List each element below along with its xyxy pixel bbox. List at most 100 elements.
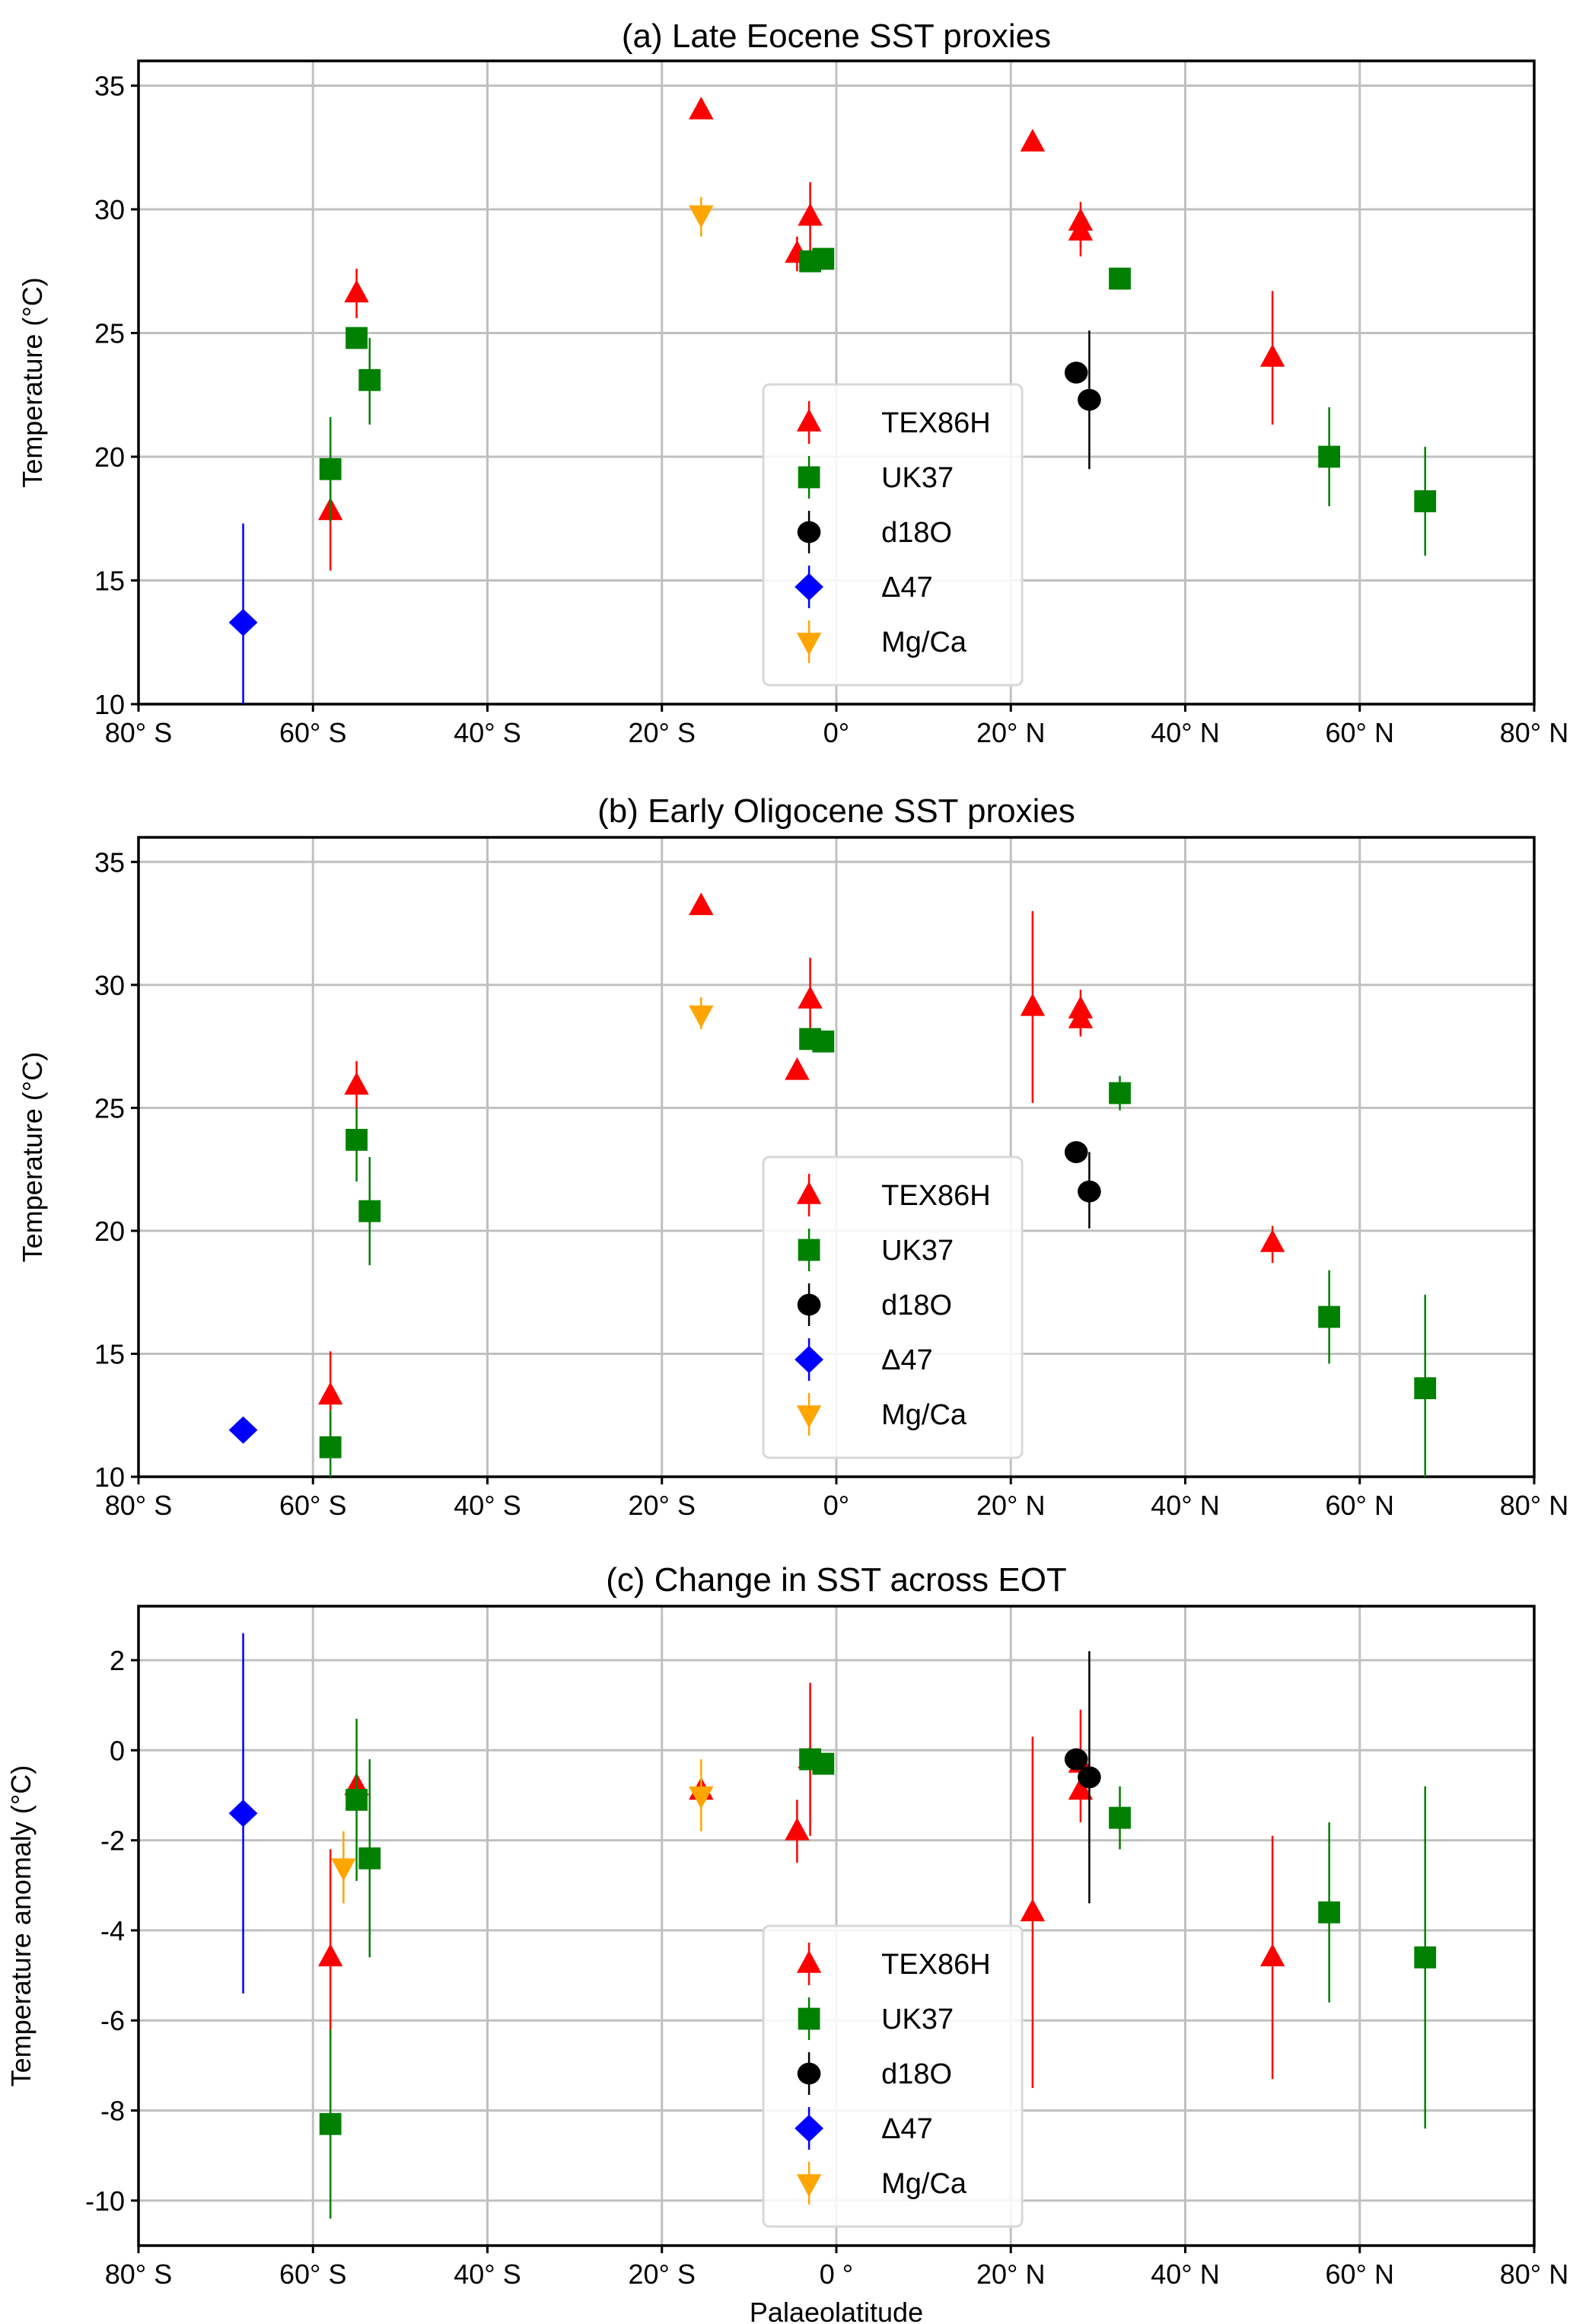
x-tick-label: 40° N — [1151, 1490, 1219, 1521]
data-point — [317, 1943, 343, 1967]
legend-marker-47-icon — [794, 573, 824, 601]
x-tick-label: 0 ° — [820, 2259, 853, 2290]
panel-c: (c) Change in SST across EOT 80° S 60° S 40… — [5, 1561, 1568, 2324]
data-point — [1318, 445, 1341, 468]
legend-marker-d18o-icon — [797, 2062, 821, 2085]
y-tick-label: 35 — [94, 846, 125, 878]
legend-label: TEX86H — [881, 407, 991, 439]
data-point — [1259, 1943, 1285, 1967]
legend-label: TEX86H — [881, 1180, 991, 1212]
legend-marker-mgca-icon — [796, 1405, 822, 1428]
legend-label: UK37 — [881, 462, 954, 494]
legend: TEX86H UK37 d18O Δ47 Mg/Ca — [762, 1156, 1024, 1459]
data-point — [1109, 1082, 1131, 1105]
y-axis-label: Temperature (°C) — [17, 277, 48, 487]
legend-label: TEX86H — [881, 1949, 991, 1981]
series-mgca — [689, 196, 714, 237]
panel-title: (c) Change in SST across EOT — [606, 1561, 1067, 1599]
y-tick-label: -6 — [100, 2005, 125, 2036]
data-point — [689, 97, 714, 120]
data-point — [1068, 218, 1094, 241]
data-point — [1259, 344, 1285, 367]
data-point — [1318, 1305, 1341, 1328]
y-tick-label: 30 — [94, 970, 125, 1001]
legend-marker-uk37-icon — [798, 466, 820, 489]
y-tick-label: 20 — [94, 1216, 125, 1247]
data-point — [1414, 1946, 1437, 1969]
series-d18o — [1064, 330, 1101, 470]
x-tick-label: 60° S — [279, 1490, 346, 1521]
data-point — [1109, 267, 1131, 290]
legend-label: Mg/Ca — [881, 626, 967, 658]
x-tick-label: 0° — [823, 1490, 849, 1521]
data-point — [319, 1436, 342, 1458]
x-tick-label: 40° N — [1151, 2259, 1219, 2290]
data-point — [1414, 490, 1437, 512]
data-point — [345, 1128, 368, 1151]
data-point — [812, 1030, 835, 1053]
series-mgca — [331, 1759, 714, 1904]
legend-marker-d18o-icon — [797, 1293, 821, 1316]
x-tick-label: 40° N — [1151, 717, 1219, 748]
panel-a: (a) Late Eocene SST proxies 80° S 60° S 40°… — [17, 18, 1568, 748]
series-d18o — [1064, 1651, 1101, 1904]
data-point — [1020, 129, 1046, 151]
legend-marker-tex86h-icon — [796, 1950, 822, 1973]
x-tick-label: 60° N — [1326, 717, 1394, 748]
data-point — [1068, 1006, 1094, 1028]
legend-label: d18O — [881, 1290, 952, 1321]
series-uk37 — [319, 1718, 1437, 2219]
x-tick-label: 80° N — [1500, 717, 1568, 748]
data-point — [1109, 1806, 1131, 1829]
data-point — [1020, 993, 1046, 1016]
data-point — [1414, 1377, 1437, 1400]
series-uk37 — [319, 247, 1437, 556]
x-tick-label: 60° S — [279, 2259, 346, 2290]
legend-label: UK37 — [881, 2004, 954, 2035]
data-point — [785, 1057, 810, 1080]
legend-marker-47-icon — [794, 2115, 824, 2142]
legend-label: Δ47 — [881, 1344, 933, 1376]
x-tick-label: 80° S — [105, 1490, 172, 1521]
x-tick-label: 40° S — [454, 717, 521, 748]
data-point — [358, 1847, 381, 1870]
legend-marker-47-icon — [794, 1346, 824, 1373]
x-axis-label: Palaeolatitude — [750, 2297, 923, 2324]
x-tick-label: 20° N — [976, 717, 1045, 748]
data-point — [1068, 1777, 1094, 1800]
x-tick-label: 20° N — [976, 1490, 1045, 1521]
data-point — [344, 279, 369, 303]
data-point — [1259, 1229, 1285, 1252]
y-axis-label: Temperature (°C) — [17, 1052, 48, 1262]
data-point — [1318, 1901, 1341, 1924]
data-point — [689, 205, 714, 228]
y-tick-label: -8 — [100, 2096, 125, 2127]
y-tick-label: 15 — [94, 1338, 125, 1369]
series-tex86h — [317, 892, 1285, 1438]
data-point — [358, 368, 381, 391]
legend-label: d18O — [881, 517, 952, 549]
data-point — [798, 202, 823, 226]
data-point — [344, 1072, 369, 1095]
legend: TEX86H UK37 d18O Δ47 Mg/Ca — [762, 1924, 1024, 2228]
x-tick-label: 60° N — [1326, 2259, 1394, 2290]
y-tick-label: 20 — [94, 442, 125, 473]
data-point — [1020, 1898, 1046, 1921]
legend-frame — [762, 1924, 1024, 2228]
x-tick-label: 80° S — [105, 717, 172, 748]
data-point — [1064, 1748, 1088, 1771]
legend-label: Mg/Ca — [881, 2168, 967, 2200]
data-point — [1064, 362, 1088, 384]
data-point — [358, 1200, 381, 1223]
legend-marker-d18o-icon — [797, 521, 821, 544]
panel-title: (b) Early Oligocene SST proxies — [597, 792, 1075, 830]
x-tick-label: 20° S — [629, 717, 696, 748]
panel-b: (b) Early Oligocene SST proxies 80° S 60° … — [17, 792, 1568, 1521]
y-tick-label: 15 — [94, 566, 125, 597]
legend-label: d18O — [881, 2058, 952, 2090]
data-point — [345, 1788, 368, 1811]
legend-label: Δ47 — [881, 572, 933, 604]
y-tick-label: 10 — [94, 1462, 125, 1493]
y-tick-label: 30 — [94, 194, 125, 225]
